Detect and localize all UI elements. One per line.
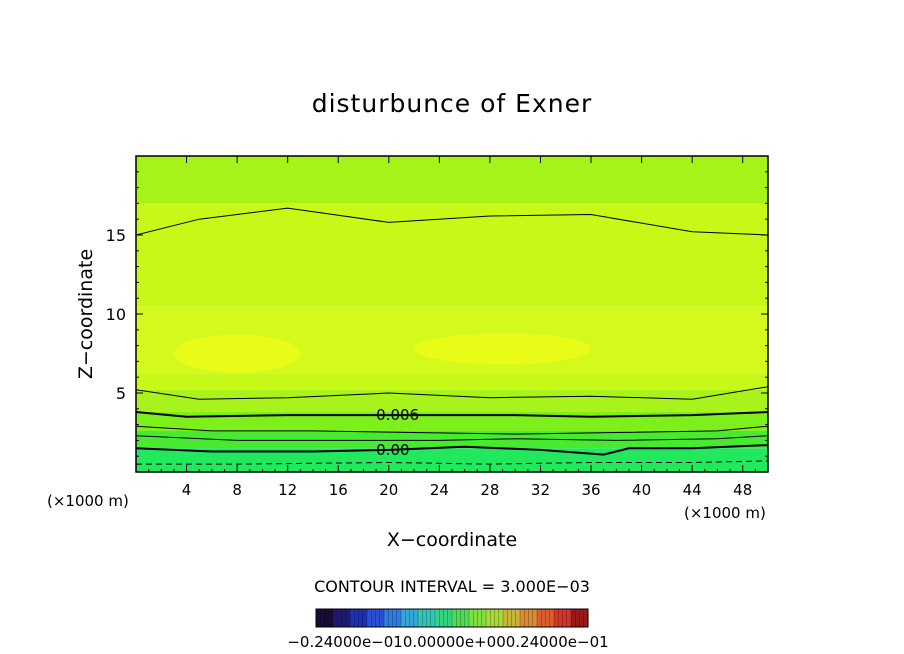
contour-line — [136, 425, 768, 435]
colorbar-swatch — [452, 609, 470, 627]
colorbar-swatch — [520, 609, 538, 627]
x-tick-label: 12 — [278, 481, 297, 499]
contour-fill-band — [136, 430, 768, 449]
contour-interval-note: CONTOUR INTERVAL = 3.000E−03 — [314, 577, 590, 596]
x-tick-label: 24 — [430, 481, 449, 499]
colorbar-swatch — [537, 609, 555, 627]
x-tick-label: 16 — [329, 481, 348, 499]
x-tick-label: 28 — [480, 481, 499, 499]
contour-fill-highlight — [173, 334, 301, 373]
contour-line — [136, 444, 768, 456]
contour-fill-band — [136, 448, 768, 472]
x-tick-label: 4 — [182, 481, 192, 499]
x-tick-label: 20 — [379, 481, 398, 499]
x-tick-label: 40 — [632, 481, 651, 499]
contour-line — [136, 435, 768, 441]
contour-fill-band — [136, 374, 768, 390]
colorbar-labels: −0.24000e−010.00000e+000.24000e−01 — [287, 633, 608, 651]
colorbar-frame — [315, 608, 589, 628]
colorbar-swatch — [554, 609, 572, 627]
contour-label: 0.006 — [376, 406, 419, 424]
colorbar-swatch — [469, 609, 487, 627]
colorbar-swatch — [418, 609, 436, 627]
contour-line — [136, 207, 768, 236]
x-axis-label: X−coordinate — [387, 529, 517, 551]
y-tick-label: 10 — [106, 305, 126, 324]
colorbar-swatch — [350, 609, 368, 627]
contour-label: 0.00 — [376, 441, 409, 459]
contour-fill-band — [136, 156, 768, 204]
colorbar-swatch — [435, 609, 453, 627]
y-axis-label: Z−coordinate — [75, 249, 97, 379]
colorbar-swatch — [316, 609, 334, 627]
contour-fill-band — [136, 389, 768, 412]
colorbar-swatch — [571, 609, 589, 627]
x-tick-label: 32 — [531, 481, 550, 499]
x-unit-right: (×1000 m) — [684, 504, 766, 522]
colorbar-swatch — [333, 609, 351, 627]
x-tick-label: 36 — [581, 481, 600, 499]
contour-line — [136, 460, 768, 465]
colorbar — [315, 608, 589, 628]
contour-line — [136, 411, 768, 418]
contour-fill-band — [136, 203, 768, 307]
y-tick-label: 15 — [106, 226, 126, 245]
chart-title: disturbunce of Exner — [312, 89, 593, 118]
contour-line — [136, 386, 768, 400]
x-tick-label: 48 — [733, 481, 752, 499]
colorbar-swatch — [503, 609, 521, 627]
x-unit-left: (×1000 m) — [47, 492, 129, 510]
colorbar-swatch — [384, 609, 402, 627]
colorbar-swatch — [367, 609, 385, 627]
x-tick-label: 8 — [232, 481, 242, 499]
colorbar-swatch — [401, 609, 419, 627]
x-tick-label: 44 — [683, 481, 702, 499]
y-tick-label: 5 — [116, 384, 126, 403]
contour-fill-highlight — [414, 332, 592, 365]
colorbar-swatch — [486, 609, 504, 627]
